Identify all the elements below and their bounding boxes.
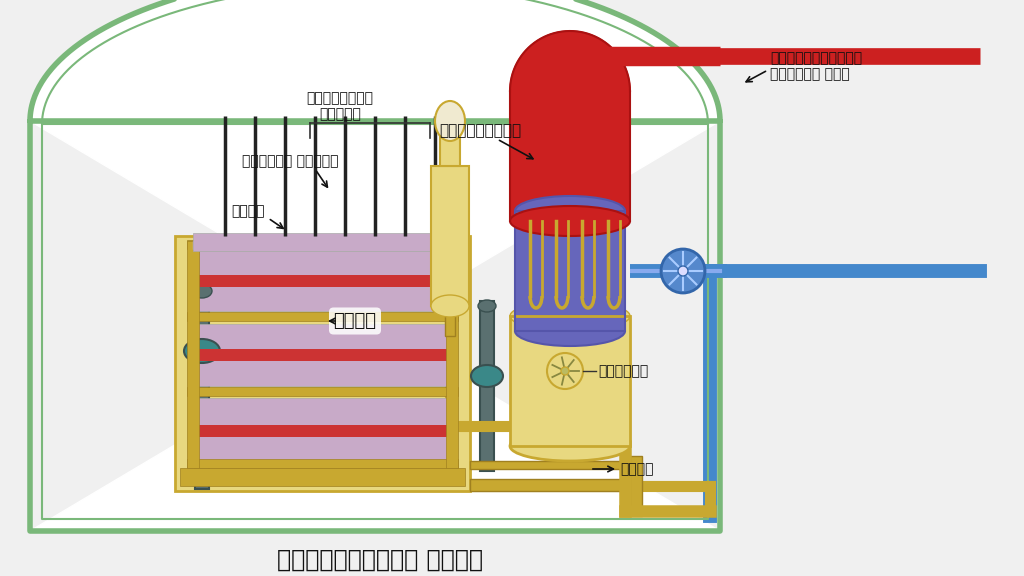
Ellipse shape bbox=[515, 316, 625, 346]
Bar bbox=[187, 387, 458, 396]
Text: मंदायक: मंदायक bbox=[598, 364, 648, 378]
Bar bbox=[187, 459, 458, 468]
Bar bbox=[515, 194, 625, 216]
Circle shape bbox=[561, 367, 569, 375]
Bar bbox=[515, 211, 625, 331]
Bar bbox=[187, 240, 458, 249]
Circle shape bbox=[547, 353, 583, 389]
Text: अणुभट्टीची रचना: अणुभट्टीची रचना bbox=[278, 548, 483, 572]
Text: उत्कलन पात्र: उत्कलन पात्र bbox=[242, 154, 338, 168]
Polygon shape bbox=[193, 241, 452, 249]
Bar bbox=[193, 251, 452, 311]
Text: इंधन: इंधन bbox=[231, 204, 265, 218]
Ellipse shape bbox=[478, 300, 496, 312]
Ellipse shape bbox=[510, 206, 630, 236]
Bar bbox=[193, 324, 452, 386]
Bar bbox=[195, 294, 209, 489]
Bar bbox=[445, 304, 455, 336]
Bar bbox=[187, 312, 458, 321]
Bar bbox=[470, 479, 640, 491]
Ellipse shape bbox=[510, 301, 630, 331]
Bar bbox=[193, 275, 452, 287]
Bar bbox=[193, 349, 452, 361]
Bar bbox=[510, 91, 630, 221]
Ellipse shape bbox=[510, 431, 630, 461]
Text: जिनित्राकडे
जाणारी वाफ: जिनित्राकडे जाणारी वाफ bbox=[770, 51, 862, 81]
Polygon shape bbox=[510, 31, 630, 91]
Text: बाष्पित्र: बाष्पित्र bbox=[439, 123, 521, 138]
Circle shape bbox=[662, 249, 705, 293]
Bar bbox=[510, 316, 630, 446]
Bar bbox=[193, 233, 452, 251]
Bar bbox=[515, 154, 625, 176]
Bar bbox=[630, 456, 642, 516]
Bar bbox=[440, 136, 460, 166]
Ellipse shape bbox=[435, 101, 465, 141]
Bar bbox=[515, 211, 625, 331]
Ellipse shape bbox=[431, 295, 469, 317]
Circle shape bbox=[678, 266, 688, 276]
Ellipse shape bbox=[193, 284, 212, 298]
Bar bbox=[470, 461, 640, 469]
Bar bbox=[480, 301, 494, 471]
Bar bbox=[510, 316, 630, 446]
Bar bbox=[193, 398, 452, 463]
Bar bbox=[431, 166, 469, 306]
Text: नियंत्रक
सळ्या: नियंत्रक सळ्या bbox=[306, 91, 374, 121]
Ellipse shape bbox=[515, 196, 625, 226]
Text: गाभा: गाभा bbox=[334, 312, 377, 330]
Polygon shape bbox=[30, 0, 720, 531]
Bar bbox=[515, 174, 625, 196]
Text: शीतक: शीतक bbox=[620, 462, 653, 476]
Bar bbox=[187, 241, 199, 468]
Bar bbox=[180, 468, 465, 486]
Bar bbox=[193, 425, 452, 437]
Bar bbox=[446, 241, 458, 468]
Ellipse shape bbox=[471, 365, 503, 387]
Bar bbox=[175, 236, 470, 491]
Ellipse shape bbox=[184, 339, 220, 363]
